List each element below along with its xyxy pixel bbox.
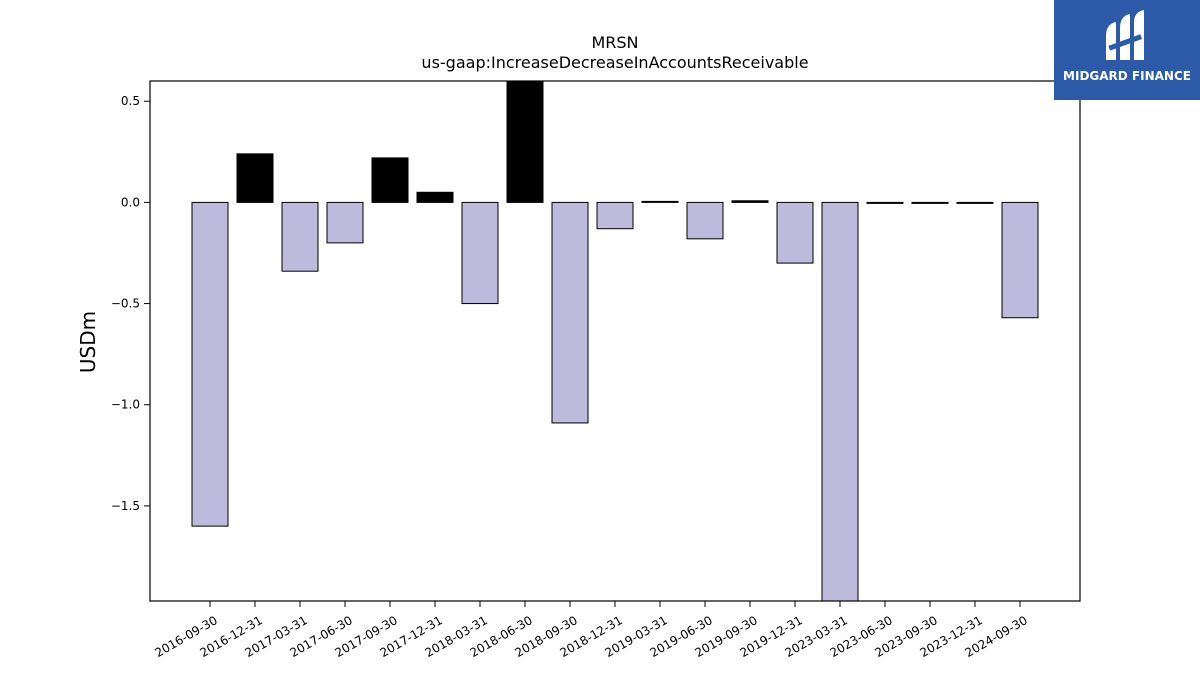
bar-2023-06-30 [866,201,904,204]
bar-2019-06-30 [686,201,724,240]
bar-2023-09-30 [911,201,949,204]
bar-2023-12-31 [956,201,994,204]
chart-title: MRSN [591,33,638,52]
chart-subtitle: us-gaap:IncreaseDecreaseInAccountsReceiv… [421,53,808,72]
y-tick-label: −1.0 [111,398,140,412]
bar-2018-06-30 [506,80,544,203]
bar-2016-09-30 [191,201,229,527]
bar-2018-09-30 [551,201,589,424]
bars-group [191,80,1039,602]
logo-text: MIDGARD FINANCE [1063,69,1191,83]
y-tick-label: 0.0 [121,195,140,209]
bar-2019-03-31 [641,200,679,203]
plot-frame [149,80,1081,602]
bar-2016-12-31 [236,153,274,203]
bar-2017-09-30 [371,157,409,203]
bar-2023-03-31 [821,201,859,602]
bar-2017-06-30 [326,201,364,244]
y-tick-label: −1.5 [111,499,140,513]
logo-mark-icon [1106,10,1144,60]
bar-2018-12-31 [596,201,634,230]
bar-2018-03-31 [461,201,499,305]
midgard-finance-logo: MIDGARD FINANCE [1054,0,1200,100]
bar-2024-09-30 [1001,201,1039,319]
y-tick-label: 0.5 [121,94,140,108]
x-axis-ticks: 2016-09-302016-12-312017-03-312017-06-30… [152,601,1030,660]
bar-2019-09-30 [731,200,769,203]
bar-2017-12-31 [416,191,454,203]
y-tick-label: −0.5 [111,297,140,311]
y-axis-label: USDm [76,311,100,373]
bar-2017-03-31 [281,201,319,272]
y-axis-ticks: 0.5 0.0 −0.5 −1.0 −1.5 [111,94,150,513]
bar-2019-12-31 [776,201,814,264]
